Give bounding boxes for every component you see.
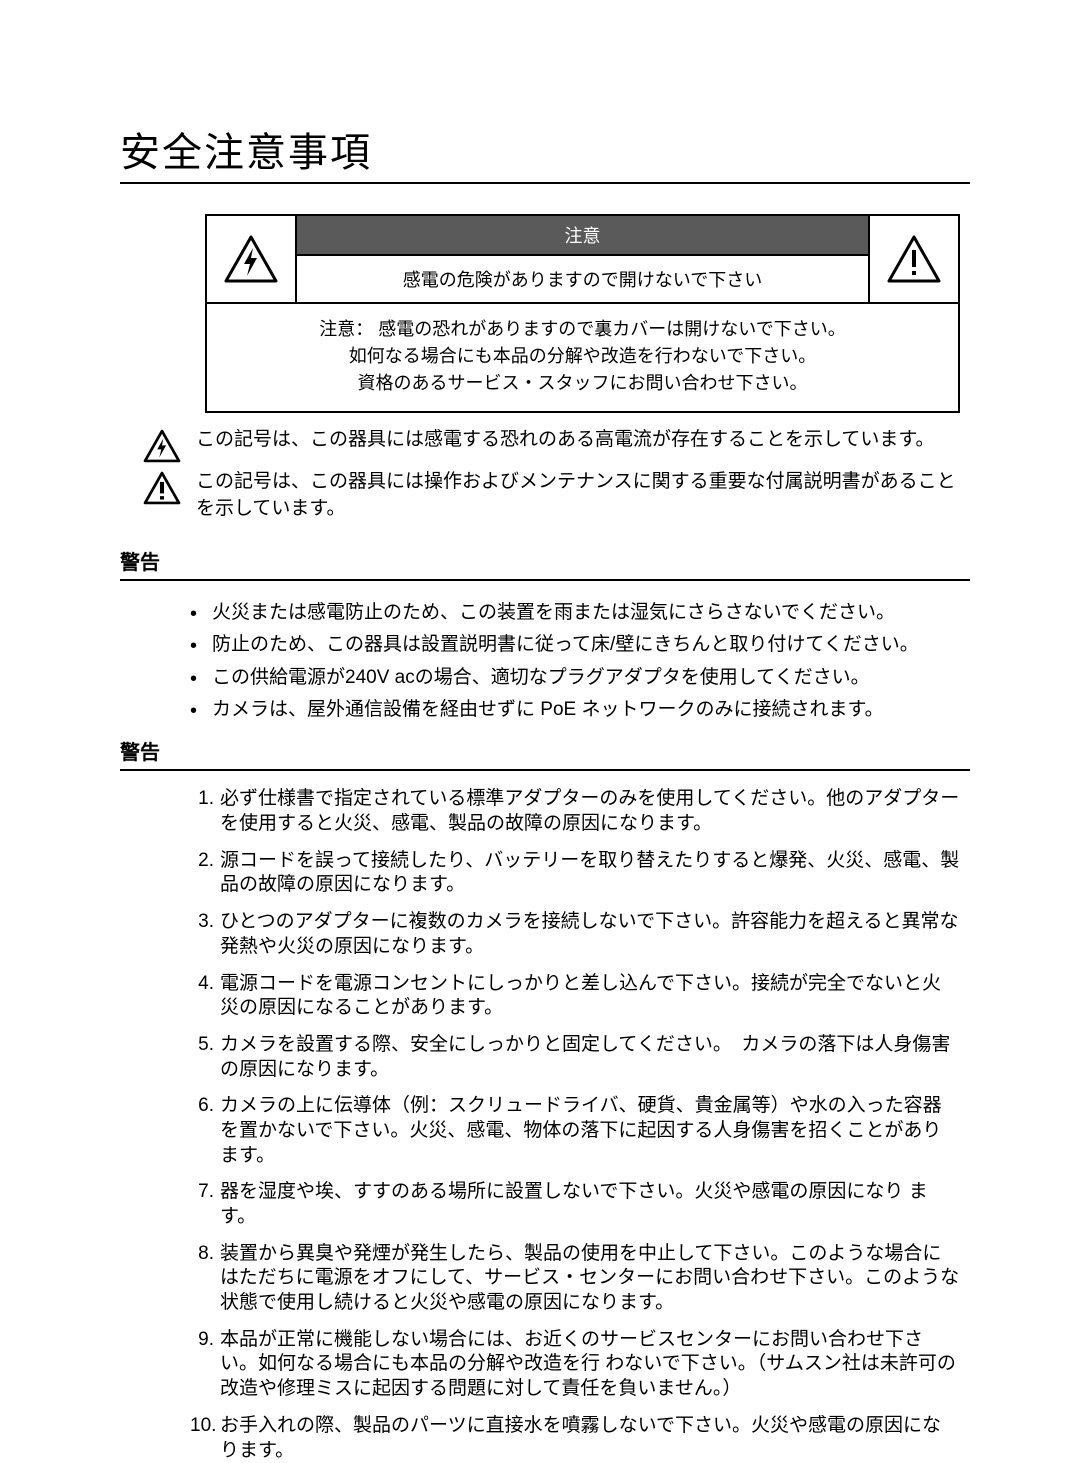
list-item: カメラを設置する際、安全にしっかりと固定してください。 カメラの落下は人身傷害の… [190, 1033, 960, 1082]
list-item: お手入れの際、製品のパーツに直接水を噴霧しないで下さい。火災や感電の原因になりま… [190, 1414, 960, 1463]
warning1-heading: 警告 [120, 546, 970, 581]
caution-body-line1: 注意： 感電の恐れがありますので裏カバーは開けないで下さい。 [319, 319, 845, 339]
warning2-heading: 警告 [120, 736, 970, 771]
symbol-text-exclamation: この記号は、この器具には操作およびメンテナンスに関する重要な付属説明書があること… [196, 469, 960, 522]
caution-center: 注意 感電の危険がありますので開けないで下さい [297, 216, 868, 302]
symbol-explanations: この記号は、この器具には感電する恐れのある高電流が存在することを示しています。 … [138, 427, 960, 522]
caution-header: 注意 [297, 216, 868, 256]
caution-body: 注意： 感電の恐れがありますので裏カバーは開けないで下さい。 如何なる場合にも本… [207, 304, 958, 411]
list-item: 防止のため、この器具は設置説明書に従って床/壁にきちんと取り付けてください。 [190, 629, 960, 661]
caution-top-row: 注意 感電の危険がありますので開けないで下さい [207, 216, 958, 304]
symbol-row-bolt: この記号は、この器具には感電する恐れのある高電流が存在することを示しています。 [138, 427, 960, 463]
caution-body-line3: 資格のあるサービス・スタッフにお問い合わせ下さい。 [358, 373, 808, 393]
warning2-list: 必ず仕様書で指定されている標準アダプターのみを使用してください。他のアダプターを… [190, 787, 960, 1463]
list-item: 源コードを誤って接続したり、バッテリーを取り替えたりすると爆発、火災、感電、製品… [190, 849, 960, 898]
list-item: カメラの上に伝導体（例：スクリュードライバ、硬貨、貴金属等）や水の入った容器を置… [190, 1094, 960, 1168]
symbol-row-exclamation: この記号は、この器具には操作およびメンテナンスに関する重要な付属説明書があること… [138, 469, 960, 522]
warning1-list: 火災または感電防止のため、この装置を雨または湿気にさらさないでください。 防止の… [190, 597, 960, 726]
list-item: ひとつのアダプターに複数のカメラを接続しないで下さい。許容能力を超えると異常な発… [190, 910, 960, 959]
list-item: この供給電源が240V acの場合、適切なプラグアダプタを使用してください。 [190, 662, 960, 694]
list-item: 必ず仕様書で指定されている標準アダプターのみを使用してください。他のアダプターを… [190, 787, 960, 836]
bolt-triangle-icon-small [138, 427, 186, 463]
page-title: 安全注意事項 [120, 120, 970, 184]
caution-box: 注意 感電の危険がありますので開けないで下さい 注意： 感電の恐れがありますので… [205, 214, 960, 413]
list-item: 装置から異臭や発煙が発生したら、製品の使用を中止して下さい。このような場合にはた… [190, 1242, 960, 1316]
list-item: 本品が正常に機能しない場合には、お近くのサービスセンターにお問い合わせ下さい。如… [190, 1328, 960, 1402]
symbol-text-bolt: この記号は、この器具には感電する恐れのある高電流が存在することを示しています。 [196, 427, 960, 454]
caution-body-line2: 如何なる場合にも本品の分解や改造を行わないで下さい。 [349, 346, 816, 366]
list-item: 電源コードを電源コンセントにしっかりと差し込んで下さい。接続が完全でないと火災の… [190, 972, 960, 1021]
list-item: 器を湿度や埃、すすのある場所に設置しないで下さい。火災や感電の原因になり ます。 [190, 1180, 960, 1229]
list-item: カメラは、屋外通信設備を経由せずに PoE ネットワークのみに接続されます。 [190, 694, 960, 726]
caution-subheader: 感電の危険がありますので開けないで下さい [297, 256, 868, 302]
list-item: 火災または感電防止のため、この装置を雨または湿気にさらさないでください。 [190, 597, 960, 629]
exclamation-triangle-icon-small [138, 469, 186, 505]
exclamation-triangle-icon [868, 216, 958, 302]
bolt-triangle-icon [207, 216, 297, 302]
